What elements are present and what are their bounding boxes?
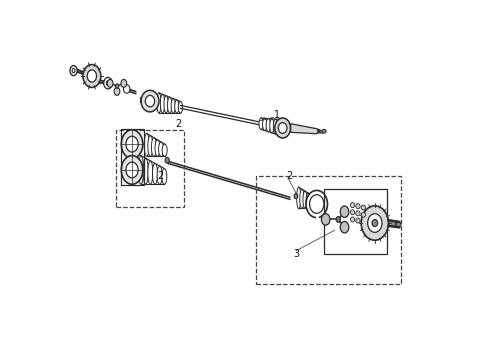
Text: 1: 1 — [274, 111, 280, 121]
Ellipse shape — [157, 166, 162, 184]
Ellipse shape — [171, 99, 175, 113]
Ellipse shape — [107, 80, 113, 87]
Ellipse shape — [165, 157, 170, 163]
Ellipse shape — [126, 136, 138, 152]
Ellipse shape — [159, 142, 164, 156]
Ellipse shape — [160, 94, 165, 113]
Ellipse shape — [148, 161, 153, 184]
Ellipse shape — [72, 68, 75, 73]
Ellipse shape — [340, 221, 349, 233]
Ellipse shape — [164, 96, 168, 113]
Ellipse shape — [139, 156, 144, 184]
Ellipse shape — [146, 95, 155, 107]
Ellipse shape — [162, 144, 167, 156]
Ellipse shape — [178, 102, 183, 113]
Ellipse shape — [372, 220, 378, 226]
Ellipse shape — [340, 206, 349, 217]
Ellipse shape — [87, 70, 97, 82]
Ellipse shape — [300, 189, 304, 208]
Ellipse shape — [259, 118, 263, 130]
Polygon shape — [291, 124, 320, 134]
Ellipse shape — [123, 85, 130, 93]
Ellipse shape — [152, 163, 157, 184]
Bar — [324, 189, 387, 253]
Text: 3: 3 — [294, 248, 299, 258]
Ellipse shape — [162, 168, 167, 184]
Ellipse shape — [361, 206, 389, 240]
Ellipse shape — [306, 193, 310, 208]
Ellipse shape — [350, 217, 355, 222]
Ellipse shape — [322, 130, 326, 133]
Ellipse shape — [350, 210, 355, 215]
Ellipse shape — [356, 204, 360, 209]
Ellipse shape — [278, 123, 287, 134]
Ellipse shape — [151, 138, 156, 156]
Ellipse shape — [306, 190, 327, 218]
Ellipse shape — [356, 211, 360, 216]
Ellipse shape — [144, 134, 149, 156]
Ellipse shape — [155, 140, 160, 156]
Ellipse shape — [309, 195, 314, 208]
Ellipse shape — [106, 81, 110, 86]
Bar — [122, 130, 144, 185]
Ellipse shape — [361, 212, 366, 217]
Ellipse shape — [141, 90, 159, 112]
Ellipse shape — [115, 84, 119, 88]
Ellipse shape — [175, 100, 179, 113]
Ellipse shape — [368, 214, 382, 232]
Ellipse shape — [114, 87, 120, 95]
Ellipse shape — [336, 217, 341, 222]
Ellipse shape — [83, 64, 101, 87]
Ellipse shape — [356, 218, 360, 223]
Ellipse shape — [303, 191, 307, 208]
Ellipse shape — [104, 77, 112, 89]
Ellipse shape — [168, 97, 172, 113]
Ellipse shape — [143, 158, 148, 184]
Ellipse shape — [157, 93, 161, 113]
Text: 2: 2 — [157, 171, 163, 181]
Bar — [256, 176, 401, 284]
Ellipse shape — [275, 118, 291, 138]
Ellipse shape — [277, 120, 281, 135]
Ellipse shape — [273, 119, 278, 134]
Ellipse shape — [296, 187, 301, 209]
Ellipse shape — [361, 205, 366, 210]
Ellipse shape — [121, 80, 127, 87]
Ellipse shape — [310, 195, 324, 213]
Text: 2: 2 — [286, 171, 293, 181]
Text: 2: 2 — [175, 120, 181, 129]
Ellipse shape — [263, 118, 267, 131]
Ellipse shape — [266, 118, 270, 132]
Ellipse shape — [396, 222, 401, 226]
Ellipse shape — [148, 135, 153, 156]
Ellipse shape — [70, 66, 77, 76]
Ellipse shape — [126, 162, 138, 178]
Ellipse shape — [321, 214, 330, 225]
Ellipse shape — [122, 156, 143, 184]
Ellipse shape — [270, 119, 274, 133]
Bar — [116, 130, 184, 207]
Ellipse shape — [294, 194, 298, 199]
Ellipse shape — [350, 203, 355, 208]
Ellipse shape — [122, 130, 143, 158]
